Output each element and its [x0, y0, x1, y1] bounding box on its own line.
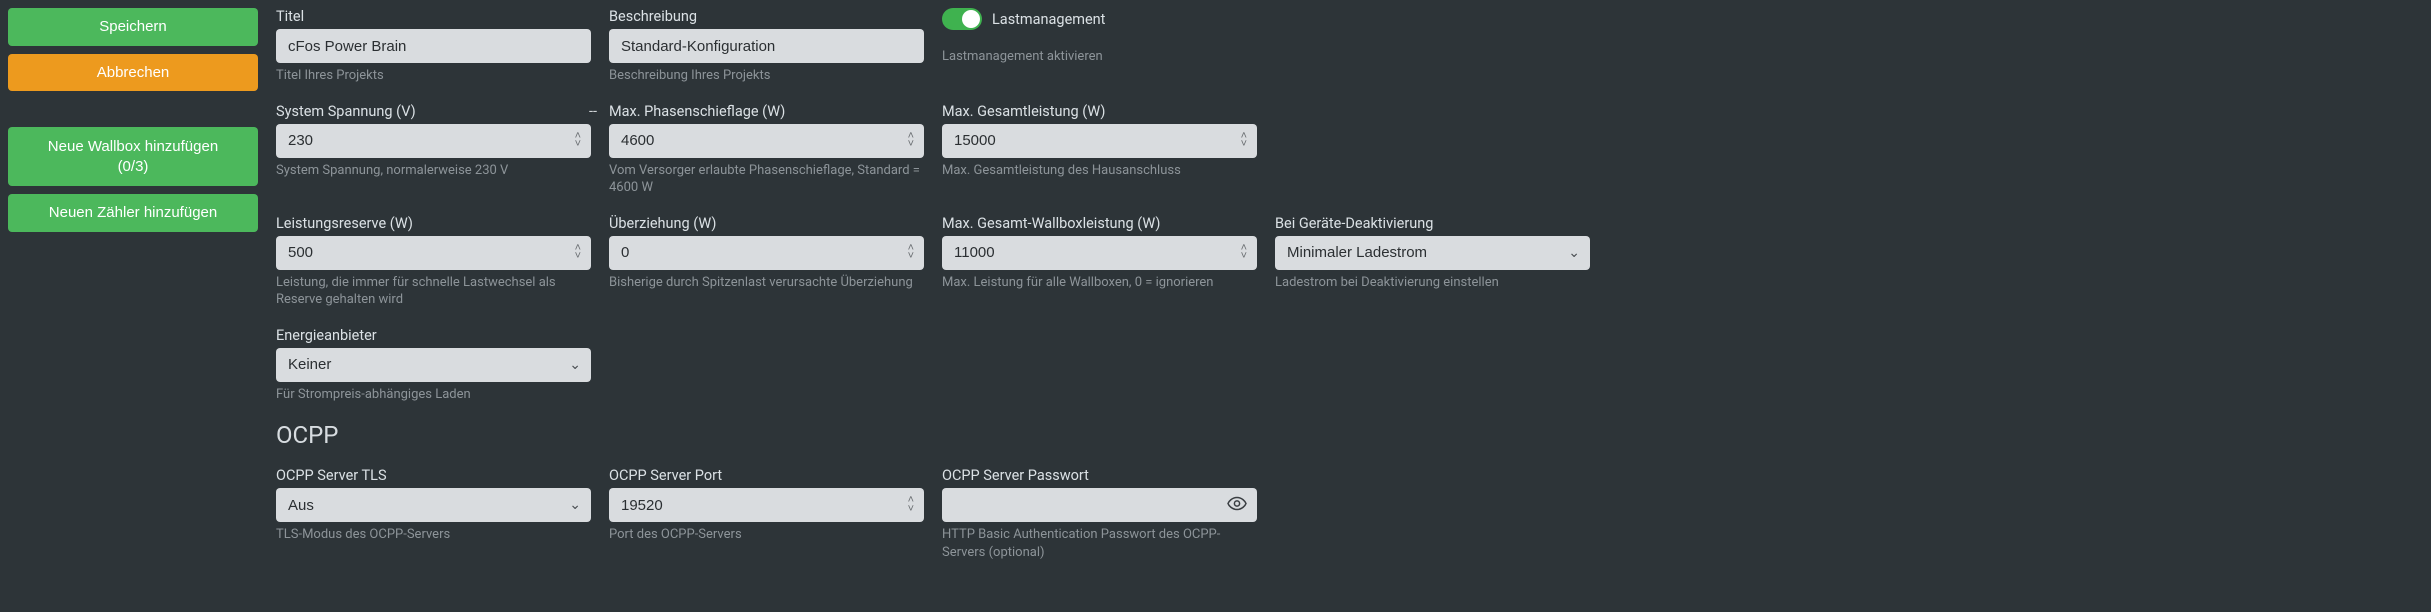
maxwb-label: Max. Gesamt-Wallboxleistung (W) — [942, 215, 1257, 232]
deact-select[interactable] — [1275, 236, 1590, 270]
reserve-input[interactable] — [276, 236, 591, 270]
ocpp-tls-select[interactable] — [276, 488, 591, 522]
ocpp-tls-label: OCPP Server TLS — [276, 467, 591, 484]
reserve-label: Leistungsreserve (W) — [276, 215, 591, 232]
sidebar: Speichern Abbrechen Neue Wallbox hinzufü… — [8, 8, 258, 232]
ocpp-port-input[interactable] — [609, 488, 924, 522]
maxtotal-hint: Max. Gesamtleistung des Hausanschluss — [942, 162, 1257, 180]
reserve-hint: Leistung, die immer für schnelle Lastwec… — [276, 274, 591, 309]
ocpp-pwd-label: OCPP Server Passwort — [942, 467, 1257, 484]
phase-hint: Vom Versorger erlaubte Phasenschieflage,… — [609, 162, 924, 197]
over-label: Überziehung (W) — [609, 215, 924, 232]
desc-label: Beschreibung — [609, 8, 924, 25]
voltage-input[interactable] — [276, 124, 591, 158]
maxwb-hint: Max. Leistung für alle Wallboxen, 0 = ig… — [942, 274, 1257, 292]
form: Titel Titel Ihres Projekts Beschreibung … — [276, 8, 2423, 561]
ocpp-port-label: OCPP Server Port — [609, 467, 924, 484]
cancel-button[interactable]: Abbrechen — [8, 54, 258, 92]
provider-select[interactable] — [276, 348, 591, 382]
ocpp-pwd-hint: HTTP Basic Authentication Passwort des O… — [942, 526, 1257, 561]
deact-label: Bei Geräte-Deaktivierung — [1275, 215, 1590, 232]
loadmgmt-label: Lastmanagement — [992, 11, 1105, 28]
voltage-hint: System Spannung, normalerweise 230 V — [276, 162, 591, 180]
desc-hint: Beschreibung Ihres Projekts — [609, 67, 924, 85]
maxtotal-input[interactable] — [942, 124, 1257, 158]
maxtotal-label: Max. Gesamtleistung (W) — [942, 103, 1257, 120]
ocpp-tls-hint: TLS-Modus des OCPP-Servers — [276, 526, 591, 544]
ocpp-port-hint: Port des OCPP-Servers — [609, 526, 924, 544]
ocpp-pwd-input[interactable] — [942, 488, 1257, 522]
eye-icon[interactable] — [1227, 495, 1247, 516]
title-hint: Titel Ihres Projekts — [276, 67, 591, 85]
over-hint: Bisherige durch Spitzenlast verursachte … — [609, 274, 924, 292]
phase-label: Max. Phasenschieflage (W) — [609, 103, 924, 120]
voltage-label: System Spannung (V) — [276, 103, 591, 120]
title-label: Titel — [276, 8, 591, 25]
provider-hint: Für Strompreis-abhängiges Laden — [276, 386, 591, 404]
phase-input[interactable] — [609, 124, 924, 158]
loadmgmt-hint: Lastmanagement aktivieren — [942, 48, 1257, 66]
add-wallbox-button[interactable]: Neue Wallbox hinzufügen (0/3) — [8, 127, 258, 186]
desc-input[interactable] — [609, 29, 924, 63]
loadmgmt-toggle[interactable] — [942, 8, 982, 30]
add-meter-button[interactable]: Neuen Zähler hinzufügen — [8, 194, 258, 232]
over-input[interactable] — [609, 236, 924, 270]
provider-label: Energieanbieter — [276, 327, 591, 344]
ocpp-heading: OCPP — [276, 421, 2423, 449]
deact-hint: Ladestrom bei Deaktivierung einstellen — [1275, 274, 1590, 292]
title-input[interactable] — [276, 29, 591, 63]
save-button[interactable]: Speichern — [8, 8, 258, 46]
maxwb-input[interactable] — [942, 236, 1257, 270]
